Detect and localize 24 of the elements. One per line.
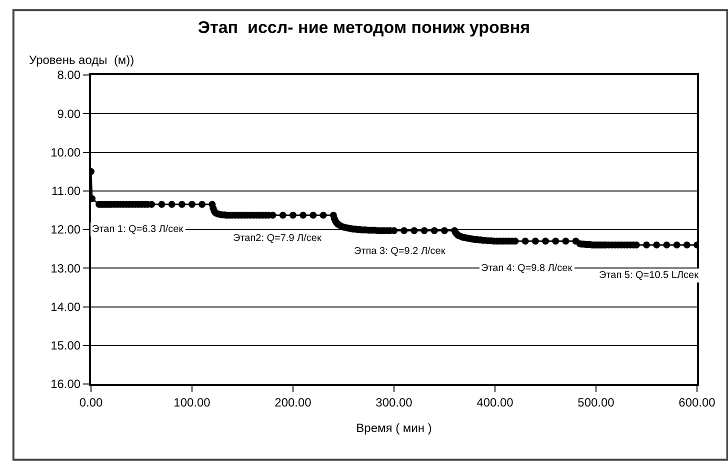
x-tick-label: 500.00	[578, 395, 615, 410]
x-tick-label: 100.00	[174, 395, 211, 410]
y-tick-label: 11.00	[51, 184, 81, 198]
x-tick-label: 300.00	[376, 395, 413, 410]
annotation: Этап 5: Q=10.5 LЛсек	[599, 270, 700, 281]
annotation: Этпа 3: Q=9.2 Л/сек	[354, 246, 446, 257]
y-tick-label: 13.00	[50, 261, 81, 276]
annotation: Этап 1: Q=6.3 Л/сек	[92, 224, 184, 235]
y-tick-label: 14.00	[50, 300, 81, 314]
y-tick-label: 12.00	[50, 222, 81, 237]
annotation: Этап2: Q=7.9 Л/сек	[233, 233, 322, 244]
x-tick-label: 400.00	[476, 395, 514, 410]
x-tick-label: 600.00	[678, 395, 716, 410]
y-tick-label: 9.00	[57, 106, 81, 121]
y-tick-label: 10.00	[50, 145, 81, 160]
y-tick-label: 15.00	[50, 338, 81, 353]
y-axis-title: Уровень аоды (м))	[29, 53, 134, 67]
x-tick-label: 0.00	[79, 395, 103, 410]
x-axis-title: Время ( мин )	[356, 420, 432, 435]
chart-title: Этап иссл- ние методом пониж уровня	[198, 18, 530, 38]
y-tick-label: 16.00	[50, 377, 81, 392]
x-tick-label: 200.00	[274, 395, 312, 410]
annotation: Этап 4: Q=9.8 Л/сек	[481, 263, 573, 274]
y-tick-label: 8.00	[57, 68, 81, 82]
